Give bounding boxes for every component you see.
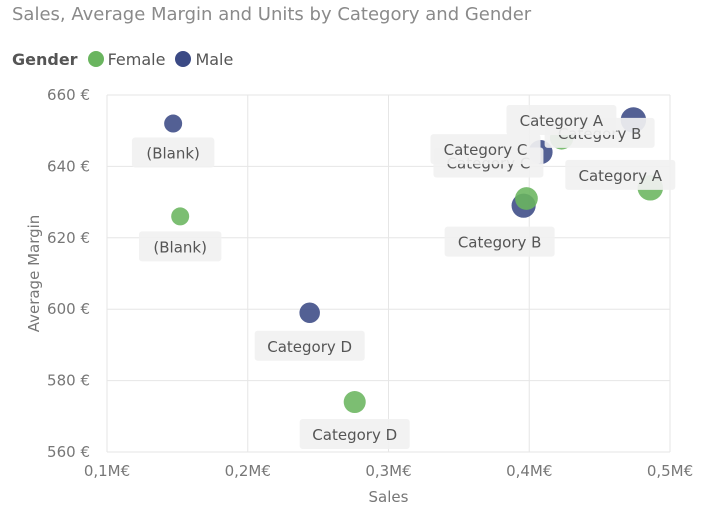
x-axis-title: Sales (369, 488, 409, 506)
data-label-box (506, 104, 617, 135)
legend: Gender Female Male (12, 48, 243, 70)
x-tick-label: 0,5M€ (647, 462, 693, 480)
y-tick-label: 660 € (47, 86, 90, 104)
legend-title: Gender (12, 49, 78, 69)
data-label-box (254, 330, 365, 361)
data-label: Category D (267, 338, 352, 356)
y-axis-title: Average Margin (25, 215, 43, 333)
y-tick-label: 600 € (47, 300, 90, 318)
chart-title: Sales, Average Margin and Units by Categ… (12, 4, 532, 25)
x-tick-label: 0,3M€ (365, 462, 411, 480)
legend-male-label[interactable]: Male (195, 49, 234, 69)
data-label-box (444, 226, 555, 257)
data-label: (Blank) (153, 238, 207, 256)
legend-female-marker (87, 51, 104, 67)
legend-female-label[interactable]: Female (107, 49, 166, 69)
y-tick-label: 640 € (47, 157, 90, 175)
data-label: Category A (579, 167, 663, 185)
bubble-male (299, 302, 320, 324)
data-label-box (565, 159, 676, 190)
bubble-male (164, 114, 183, 133)
data-label: Category B (458, 234, 542, 252)
bubble-female (343, 390, 366, 414)
data-label-box (299, 419, 410, 450)
legend-male-marker (175, 51, 192, 67)
data-label: Category C (444, 141, 528, 159)
data-label: Category D (312, 426, 397, 444)
bubble-female (515, 187, 538, 210)
data-label: (Blank) (146, 145, 200, 163)
y-tick-label: 620 € (47, 229, 90, 247)
data-label: Category A (520, 112, 604, 130)
x-tick-label: 0,2M€ (225, 462, 271, 480)
y-tick-label: 580 € (47, 372, 90, 390)
data-label-box (430, 134, 541, 165)
x-tick-label: 0,1M€ (84, 462, 130, 480)
x-tick-label: 0,4M€ (506, 462, 552, 480)
data-label-box (138, 231, 222, 262)
y-tick-label: 560 € (47, 443, 90, 461)
data-label-box (131, 137, 215, 168)
bubble-female (171, 207, 190, 226)
